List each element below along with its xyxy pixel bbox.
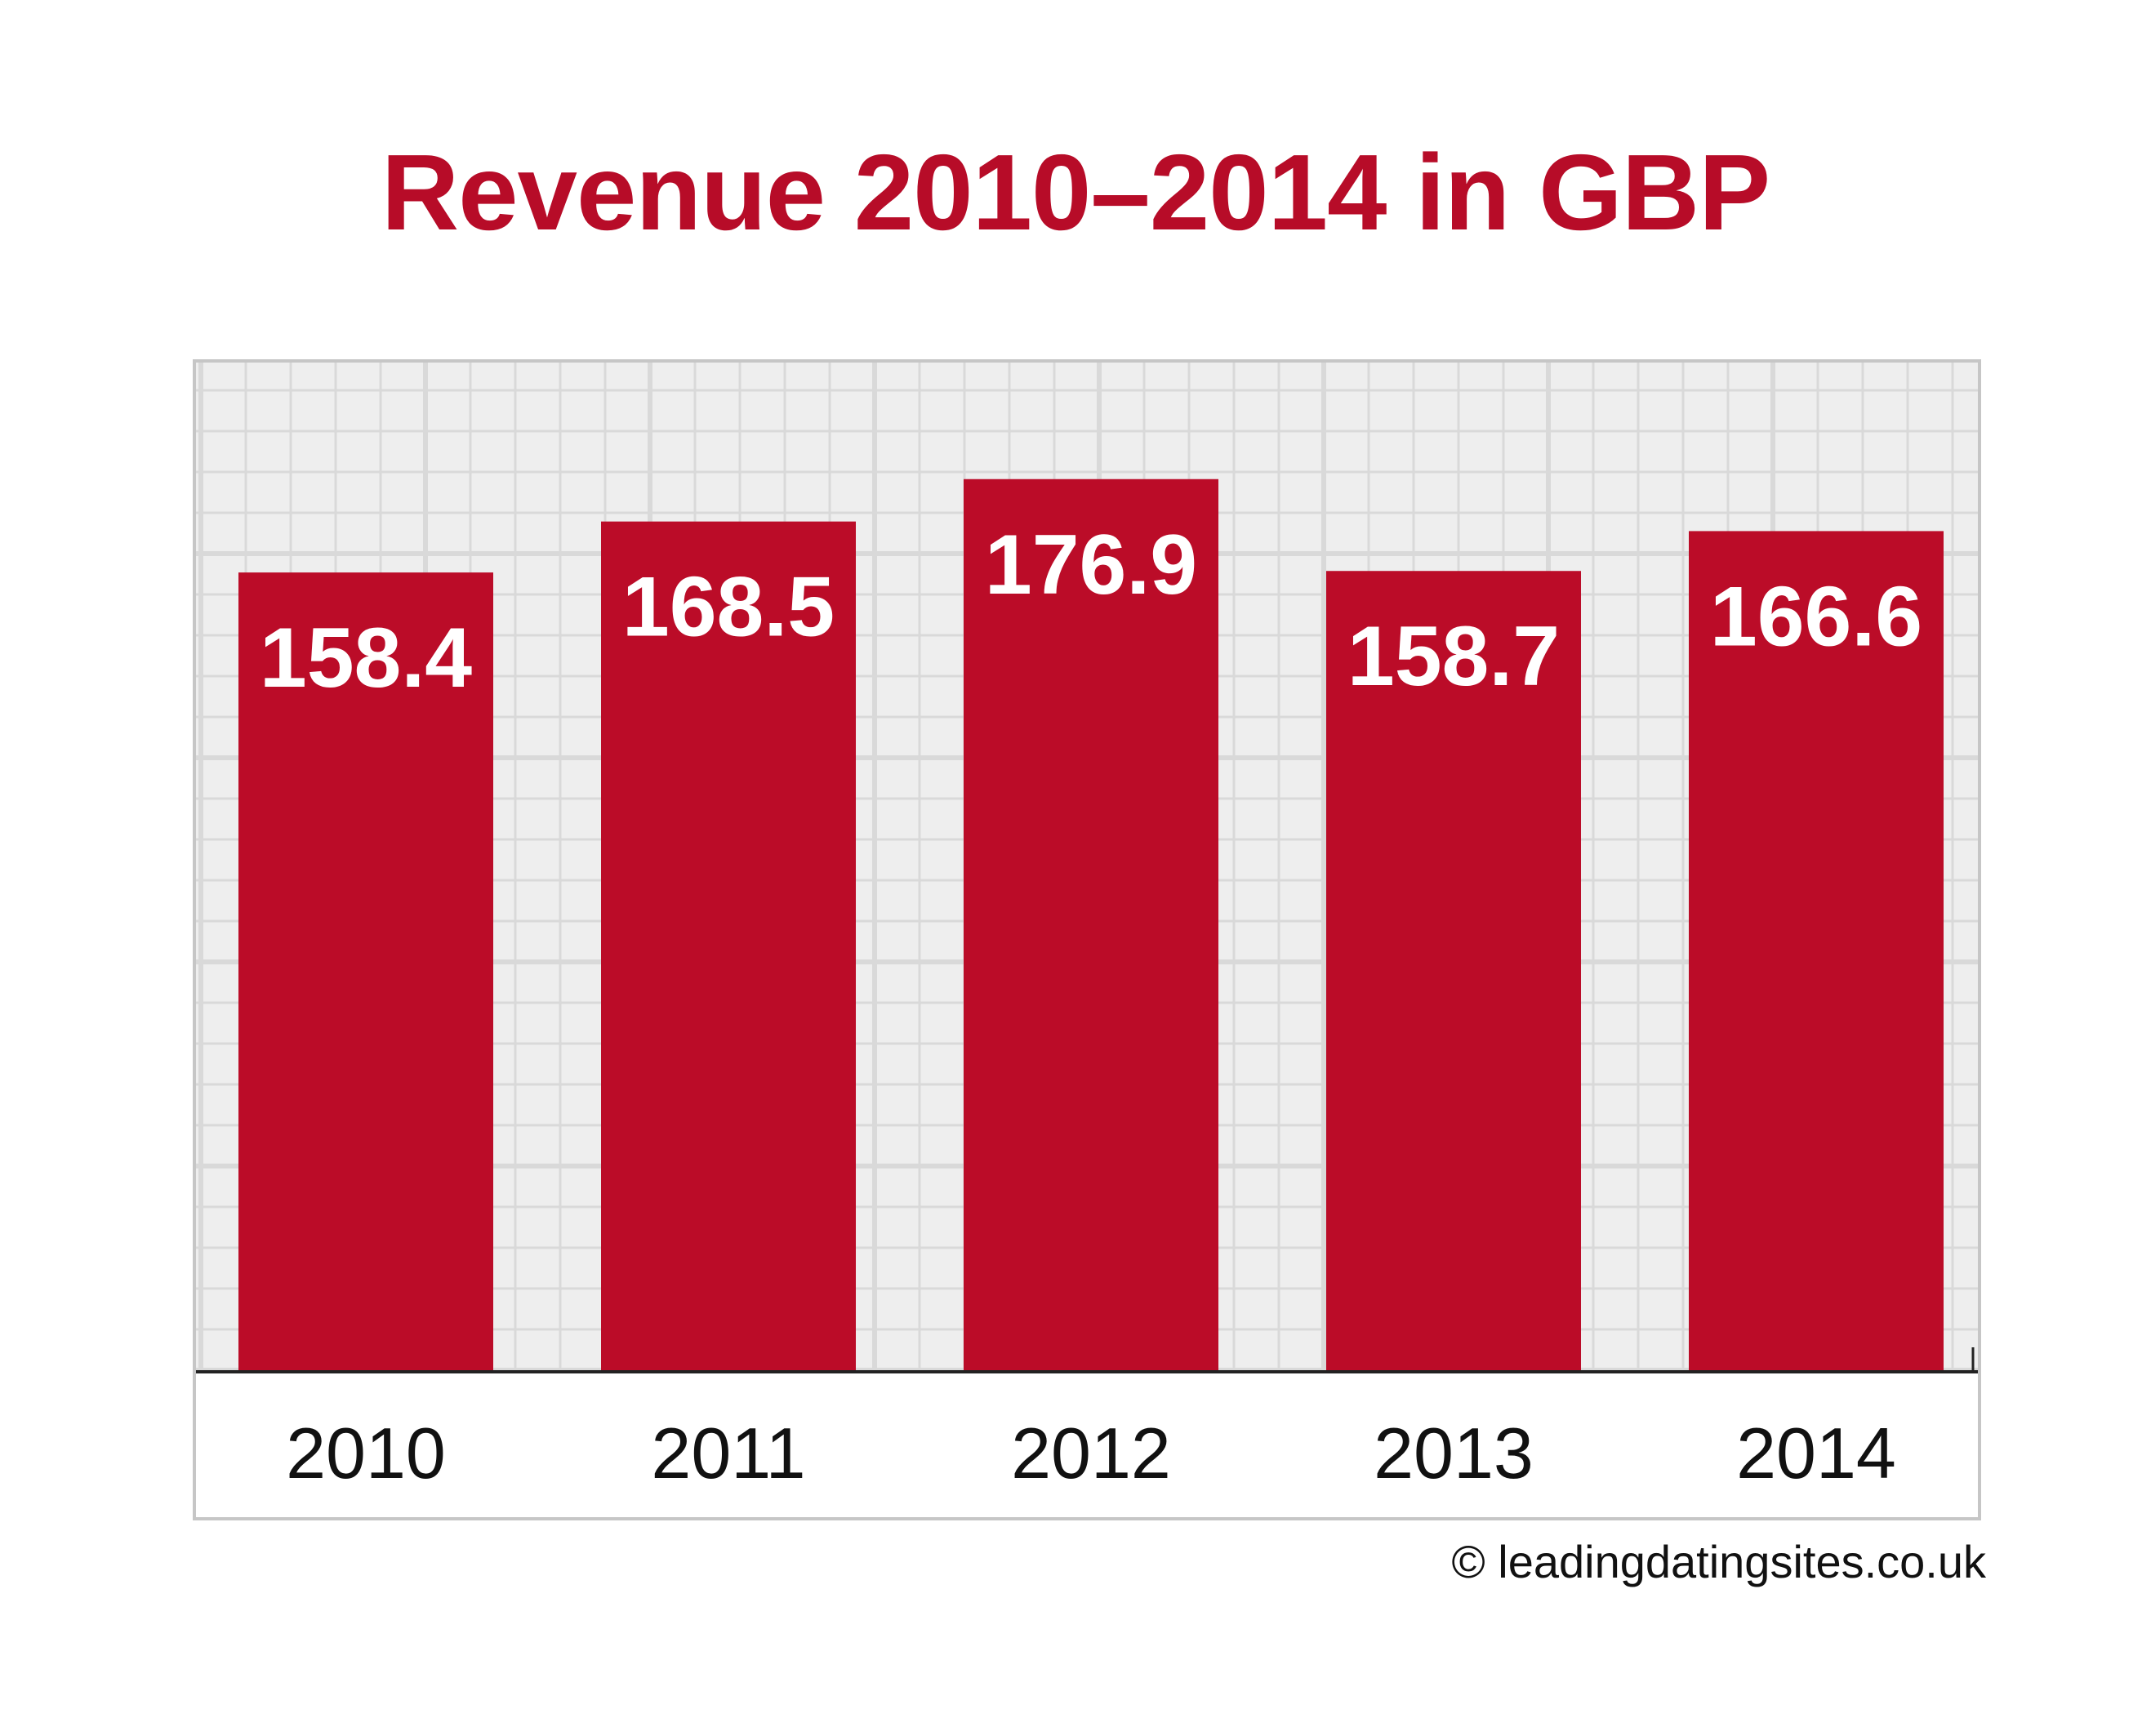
bar-2010 [238, 572, 493, 1372]
value-label-2013: 158.7 [1347, 609, 1560, 704]
category-label-2010: 2010 [286, 1413, 446, 1493]
value-label-2011: 168.5 [622, 560, 835, 655]
bar-2012 [964, 479, 1218, 1372]
value-label-2014: 166.6 [1710, 569, 1922, 664]
value-label-2012: 176.9 [985, 518, 1197, 612]
bar-2011 [601, 521, 856, 1373]
value-label-2010: 158.4 [260, 611, 472, 706]
category-label-2011: 2011 [651, 1413, 805, 1493]
category-label-2014: 2014 [1736, 1413, 1896, 1493]
category-label-2012: 2012 [1011, 1413, 1171, 1493]
chart-title: Revenue 2010–2014 in GBP [381, 132, 1770, 252]
plot-frame: 158.4 2010 168.5 2011 176.9 2012 158.7 2013 166.… [193, 359, 1981, 1520]
bar-2013 [1326, 571, 1581, 1372]
category-axis-area [196, 1372, 1978, 1517]
copyright-text: © leadingdatingsites.co.uk [1451, 1536, 1986, 1587]
bar-2014 [1689, 531, 1944, 1372]
bar-chart: 158.4 2010 168.5 2011 176.9 2012 158.7 2013 166.… [196, 363, 1978, 1517]
category-label-2013: 2013 [1374, 1413, 1534, 1493]
